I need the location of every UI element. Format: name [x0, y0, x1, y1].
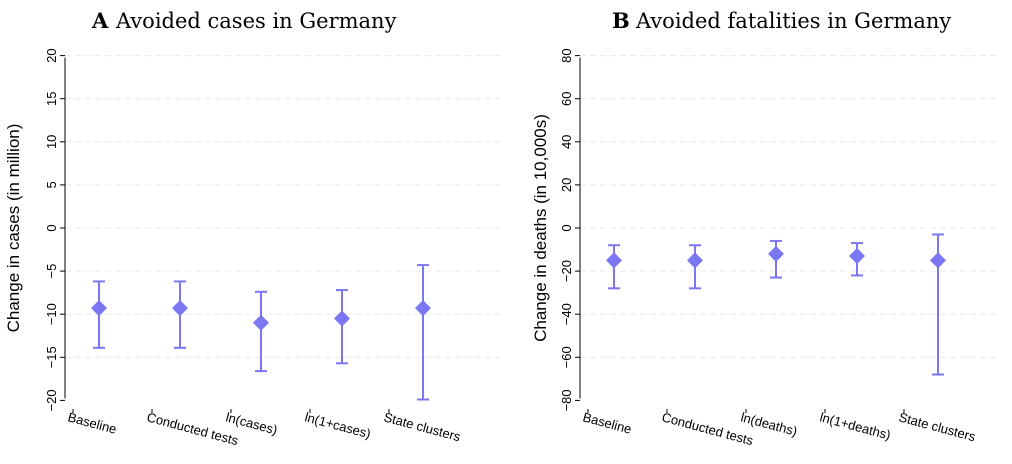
y-tick-label: 60: [559, 91, 574, 105]
panel-a-title: Avoided cases in Germany: [115, 9, 397, 33]
y-tick-label: 5: [44, 181, 59, 188]
y-tick-label: −20: [44, 389, 59, 411]
point-marker: [91, 300, 107, 317]
point-marker: [687, 252, 703, 269]
y-tick-label: 10: [44, 135, 59, 149]
y-tick-label: −80: [559, 389, 574, 411]
point-marker: [606, 252, 622, 269]
y-tick-label: −5: [44, 264, 59, 279]
panel-b-title: Avoided fatalities in Germany: [635, 9, 951, 33]
y-tick-label: −40: [559, 303, 574, 325]
point-marker: [172, 300, 188, 317]
panel-a-ylabel: Change in cases (in million): [4, 124, 23, 333]
point-marker: [930, 252, 946, 269]
y-tick-label: −60: [559, 346, 574, 368]
x-tick-label: Baseline: [66, 409, 118, 436]
point-marker: [415, 300, 431, 317]
y-tick-label: −20: [559, 260, 574, 282]
x-tick-label: ln(1+cases): [303, 409, 372, 441]
y-tick-label: 20: [559, 178, 574, 192]
y-tick-label: 80: [559, 48, 574, 62]
y-tick-label: −10: [44, 303, 59, 325]
point-marker: [334, 310, 350, 327]
panel-a: A Avoided cases in Germany Change in cas…: [4, 8, 500, 448]
y-tick-label: 20: [44, 48, 59, 62]
point-marker: [768, 245, 784, 262]
y-tick-label: 0: [44, 224, 59, 231]
x-tick-label: State clusters: [897, 409, 977, 444]
panel-b-ylabel: Change in deaths (in 10,000s): [531, 114, 550, 342]
point-marker: [849, 248, 865, 265]
point-marker: [253, 314, 269, 331]
y-tick-label: −15: [44, 346, 59, 368]
panel-b: B Avoided fatalities in Germany Change i…: [531, 8, 1000, 448]
x-tick-label: Baseline: [581, 409, 633, 436]
y-tick-label: 15: [44, 91, 59, 105]
y-tick-label: 0: [559, 224, 574, 231]
x-tick-label: State clusters: [382, 409, 462, 444]
panel-b-letter: B: [612, 8, 630, 33]
panel-a-letter: A: [91, 8, 109, 33]
y-tick-label: 40: [559, 135, 574, 149]
x-tick-label: ln(1+deaths): [818, 409, 892, 442]
